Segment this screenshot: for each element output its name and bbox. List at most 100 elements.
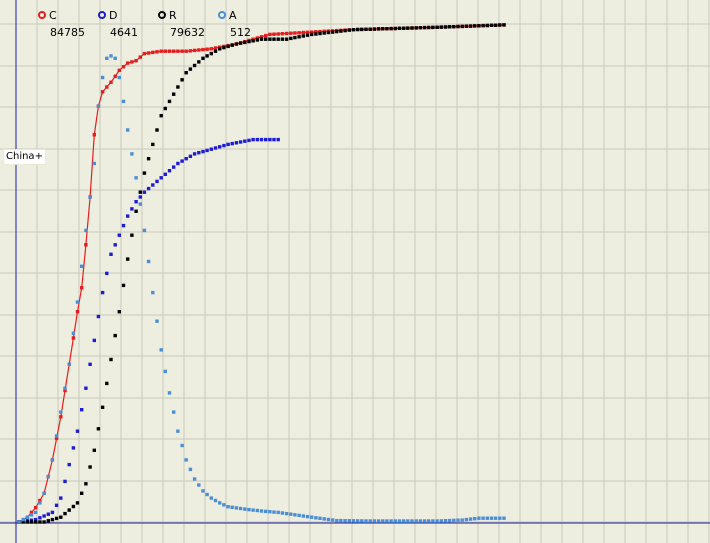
series-D-point: [226, 142, 230, 147]
series-A-point: [201, 489, 205, 493]
series-D-point: [243, 139, 247, 143]
series-A-point: [192, 477, 197, 481]
series-A-point: [280, 511, 285, 515]
series-R-point: [54, 516, 59, 521]
series-R-point: [38, 520, 42, 524]
series-A-point: [385, 519, 389, 523]
series-D-point: [197, 151, 201, 155]
series-R-point: [126, 257, 130, 261]
series-D-point: [84, 386, 88, 390]
series-A-point: [130, 152, 134, 156]
series-D-point: [71, 446, 76, 450]
series-R-point: [439, 25, 443, 29]
series-R-point: [397, 26, 402, 30]
series-R-point: [343, 28, 347, 33]
series-R-point: [330, 30, 335, 34]
legend-item-A[interactable]: A 512: [218, 9, 251, 39]
series-R-point: [493, 23, 498, 27]
series-D-point: [38, 516, 42, 520]
series-A-point: [276, 510, 280, 515]
series-A-point: [163, 369, 167, 374]
legend-value: 4641: [110, 26, 138, 39]
series-D-point: [234, 141, 239, 145]
series-R-point: [272, 37, 276, 41]
series-D-point: [167, 169, 172, 173]
series-A-point: [155, 319, 159, 323]
series-R-point: [163, 106, 167, 111]
series-R-point: [197, 60, 201, 64]
series-R-point: [134, 209, 138, 213]
series-A-point: [234, 506, 239, 510]
series-A-point: [326, 517, 331, 522]
series-layer: [17, 23, 506, 524]
series-A-point: [38, 501, 42, 505]
series-A-point: [443, 519, 448, 523]
series-C-point: [126, 61, 130, 65]
series-C-point: [113, 74, 117, 78]
legend-item-C[interactable]: C 84785: [38, 9, 85, 39]
series-C-point: [167, 49, 172, 53]
series-R-point: [109, 357, 113, 362]
series-R-point: [435, 25, 439, 29]
series-A-point: [197, 483, 201, 487]
series-R-point: [218, 47, 222, 51]
series-A-point: [435, 519, 439, 523]
series-R-point: [284, 37, 289, 41]
series-C-point: [197, 48, 201, 52]
series-A-point: [46, 474, 50, 479]
series-C-point: [176, 49, 180, 53]
series-A-point: [138, 202, 142, 206]
series-A-point: [393, 519, 397, 523]
series-C-point: [75, 310, 80, 314]
series-A-point: [176, 429, 180, 433]
series-C-point: [305, 30, 310, 34]
legend-item-R[interactable]: R 79632: [158, 9, 205, 39]
series-R-point: [50, 517, 55, 522]
series-A-point: [418, 519, 423, 523]
series-A-point: [67, 362, 71, 366]
series-C-point: [280, 32, 285, 36]
series-R-point: [222, 45, 226, 50]
series-D-point: [238, 140, 243, 144]
series-A-point: [184, 458, 188, 462]
series-R-point: [146, 157, 151, 161]
legend-item-D[interactable]: D 4641: [98, 9, 138, 39]
series-R-point: [293, 35, 297, 40]
series-A-point: [218, 501, 222, 505]
series-R-point: [67, 508, 71, 512]
series-C-point: [121, 65, 126, 69]
series-D-point: [151, 183, 155, 187]
series-R-point: [297, 35, 301, 39]
series-A-point: [92, 161, 96, 166]
series-R-point: [130, 233, 134, 237]
series-R-point: [75, 501, 80, 505]
series-R-point: [268, 37, 272, 41]
series-R-point: [310, 32, 314, 37]
series-A-point: [293, 513, 297, 517]
series-A-point: [188, 467, 193, 472]
series-A-point: [339, 518, 343, 523]
legend-value: 512: [230, 26, 251, 39]
series-D-point: [113, 243, 117, 247]
region-label[interactable]: China+: [3, 149, 46, 165]
series-A-point: [209, 496, 213, 500]
series-R-point: [376, 27, 381, 31]
series-R: [17, 23, 506, 524]
series-A-point: [356, 519, 360, 523]
series-D-point: [272, 137, 276, 142]
series-D-point: [117, 233, 121, 237]
series-R-point: [84, 482, 88, 486]
series-C-point: [268, 32, 272, 37]
series-A-point: [264, 509, 268, 514]
series-D-point: [121, 223, 126, 228]
series-R-point: [368, 27, 372, 31]
series-R-point: [502, 23, 506, 27]
series-A-point: [360, 519, 364, 523]
series-A-point: [452, 518, 456, 523]
series-C-point: [255, 36, 259, 40]
series-A-point: [172, 410, 176, 414]
series-C-point: [276, 32, 280, 36]
series-R-point: [389, 26, 393, 31]
series-A-point: [489, 516, 494, 520]
